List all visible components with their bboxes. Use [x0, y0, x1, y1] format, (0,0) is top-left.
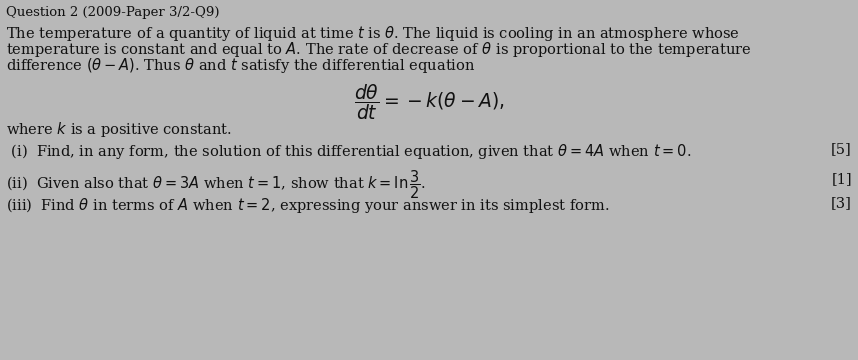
Text: [1]: [1] [831, 172, 852, 186]
Text: temperature is constant and equal to $A$. The rate of decrease of $\theta$ is pr: temperature is constant and equal to $A$… [6, 40, 752, 59]
Text: (i)  Find, in any form, the solution of this differential equation, given that $: (i) Find, in any form, the solution of t… [6, 142, 692, 161]
Text: where $k$ is a positive constant.: where $k$ is a positive constant. [6, 120, 232, 139]
Text: [3]: [3] [831, 196, 852, 210]
Text: [5]: [5] [831, 142, 852, 156]
Text: (iii)  Find $\theta$ in terms of $A$ when $t = 2$, expressing your answer in its: (iii) Find $\theta$ in terms of $A$ when… [6, 196, 609, 215]
Text: The temperature of a quantity of liquid at time $t$ is $\theta$. The liquid is c: The temperature of a quantity of liquid … [6, 24, 740, 43]
Text: difference $(\theta - A)$. Thus $\theta$ and $t$ satisfy the differential equati: difference $(\theta - A)$. Thus $\theta$… [6, 56, 475, 75]
Text: (ii)  Given also that $\theta = 3A$ when $t = 1$, show that $k = \ln\dfrac{3}{2}: (ii) Given also that $\theta = 3A$ when … [6, 168, 426, 201]
Text: Question 2 (2009-Paper 3/2-Q9): Question 2 (2009-Paper 3/2-Q9) [6, 6, 220, 19]
Text: $\dfrac{d\theta}{dt} = -k(\theta - A),$: $\dfrac{d\theta}{dt} = -k(\theta - A),$ [353, 82, 505, 122]
